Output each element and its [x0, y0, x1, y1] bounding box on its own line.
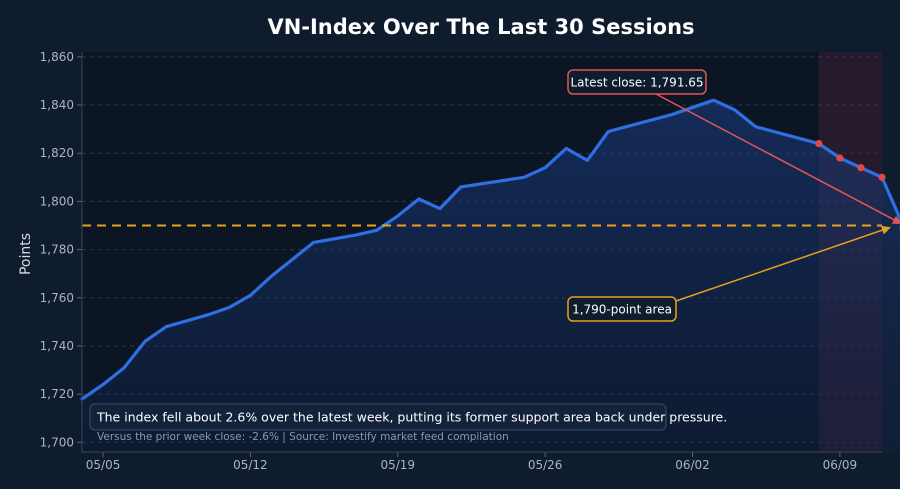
- highlight-point: [815, 139, 823, 148]
- x-tick-label: 06/09: [823, 458, 858, 472]
- insight-note-text: The index fell about 2.6% over the lates…: [96, 410, 727, 425]
- y-tick-label: 1,760: [40, 291, 74, 305]
- source-footnote: Versus the prior week close: -2.6% | Sou…: [97, 431, 509, 443]
- latest-close-callout-text: Latest close: 1,791.65: [570, 76, 703, 90]
- y-tick-label: 1,720: [40, 387, 74, 401]
- x-tick-label: 06/02: [675, 458, 710, 472]
- highlight-point: [836, 154, 844, 162]
- x-tick-label: 05/05: [86, 458, 121, 472]
- y-axis-ticks: 1,700 1,720 1,740 1,760 1,780 1,800 1,820 1,840…: [40, 50, 82, 449]
- highlight-point: [857, 164, 865, 172]
- y-tick-label: 1,800: [40, 194, 74, 208]
- insight-note: The index fell about 2.6% over the lates…: [89, 403, 727, 431]
- support-area-arrow: [675, 225, 891, 302]
- y-tick-label: 1,780: [40, 243, 74, 257]
- y-axis-label: Points: [18, 233, 34, 275]
- support-area-callout: 1,790-point area: [567, 296, 677, 322]
- y-tick-label: 1,840: [40, 98, 74, 112]
- x-tick-label: 05/26: [528, 458, 563, 472]
- y-tick-label: 1,700: [40, 435, 74, 449]
- support-area-callout-text: 1,790-point area: [572, 303, 672, 317]
- latest-week-markers: [815, 139, 900, 230]
- x-tick-label: 05/19: [380, 458, 415, 472]
- chart-title: VN-Index Over The Last 30 Sessions: [267, 15, 694, 39]
- latest-close-arrow: [655, 93, 900, 224]
- latest-close-callout-box: [567, 69, 707, 95]
- y-tick-label: 1,820: [40, 146, 74, 160]
- y-tick-label: 1,740: [40, 339, 74, 353]
- x-tick-label: 05/12: [233, 458, 268, 472]
- x-axis-ticks: 05/05 05/12 05/19 05/26 06/02 06/09: [86, 452, 857, 472]
- highlight-point: [878, 173, 886, 181]
- insight-note-box: [89, 403, 667, 431]
- latest-close-callout: Latest close: 1,791.65: [567, 69, 707, 95]
- y-tick-label: 1,860: [40, 50, 74, 64]
- support-area-callout-box: [567, 296, 677, 322]
- index-area-fill: [82, 100, 900, 452]
